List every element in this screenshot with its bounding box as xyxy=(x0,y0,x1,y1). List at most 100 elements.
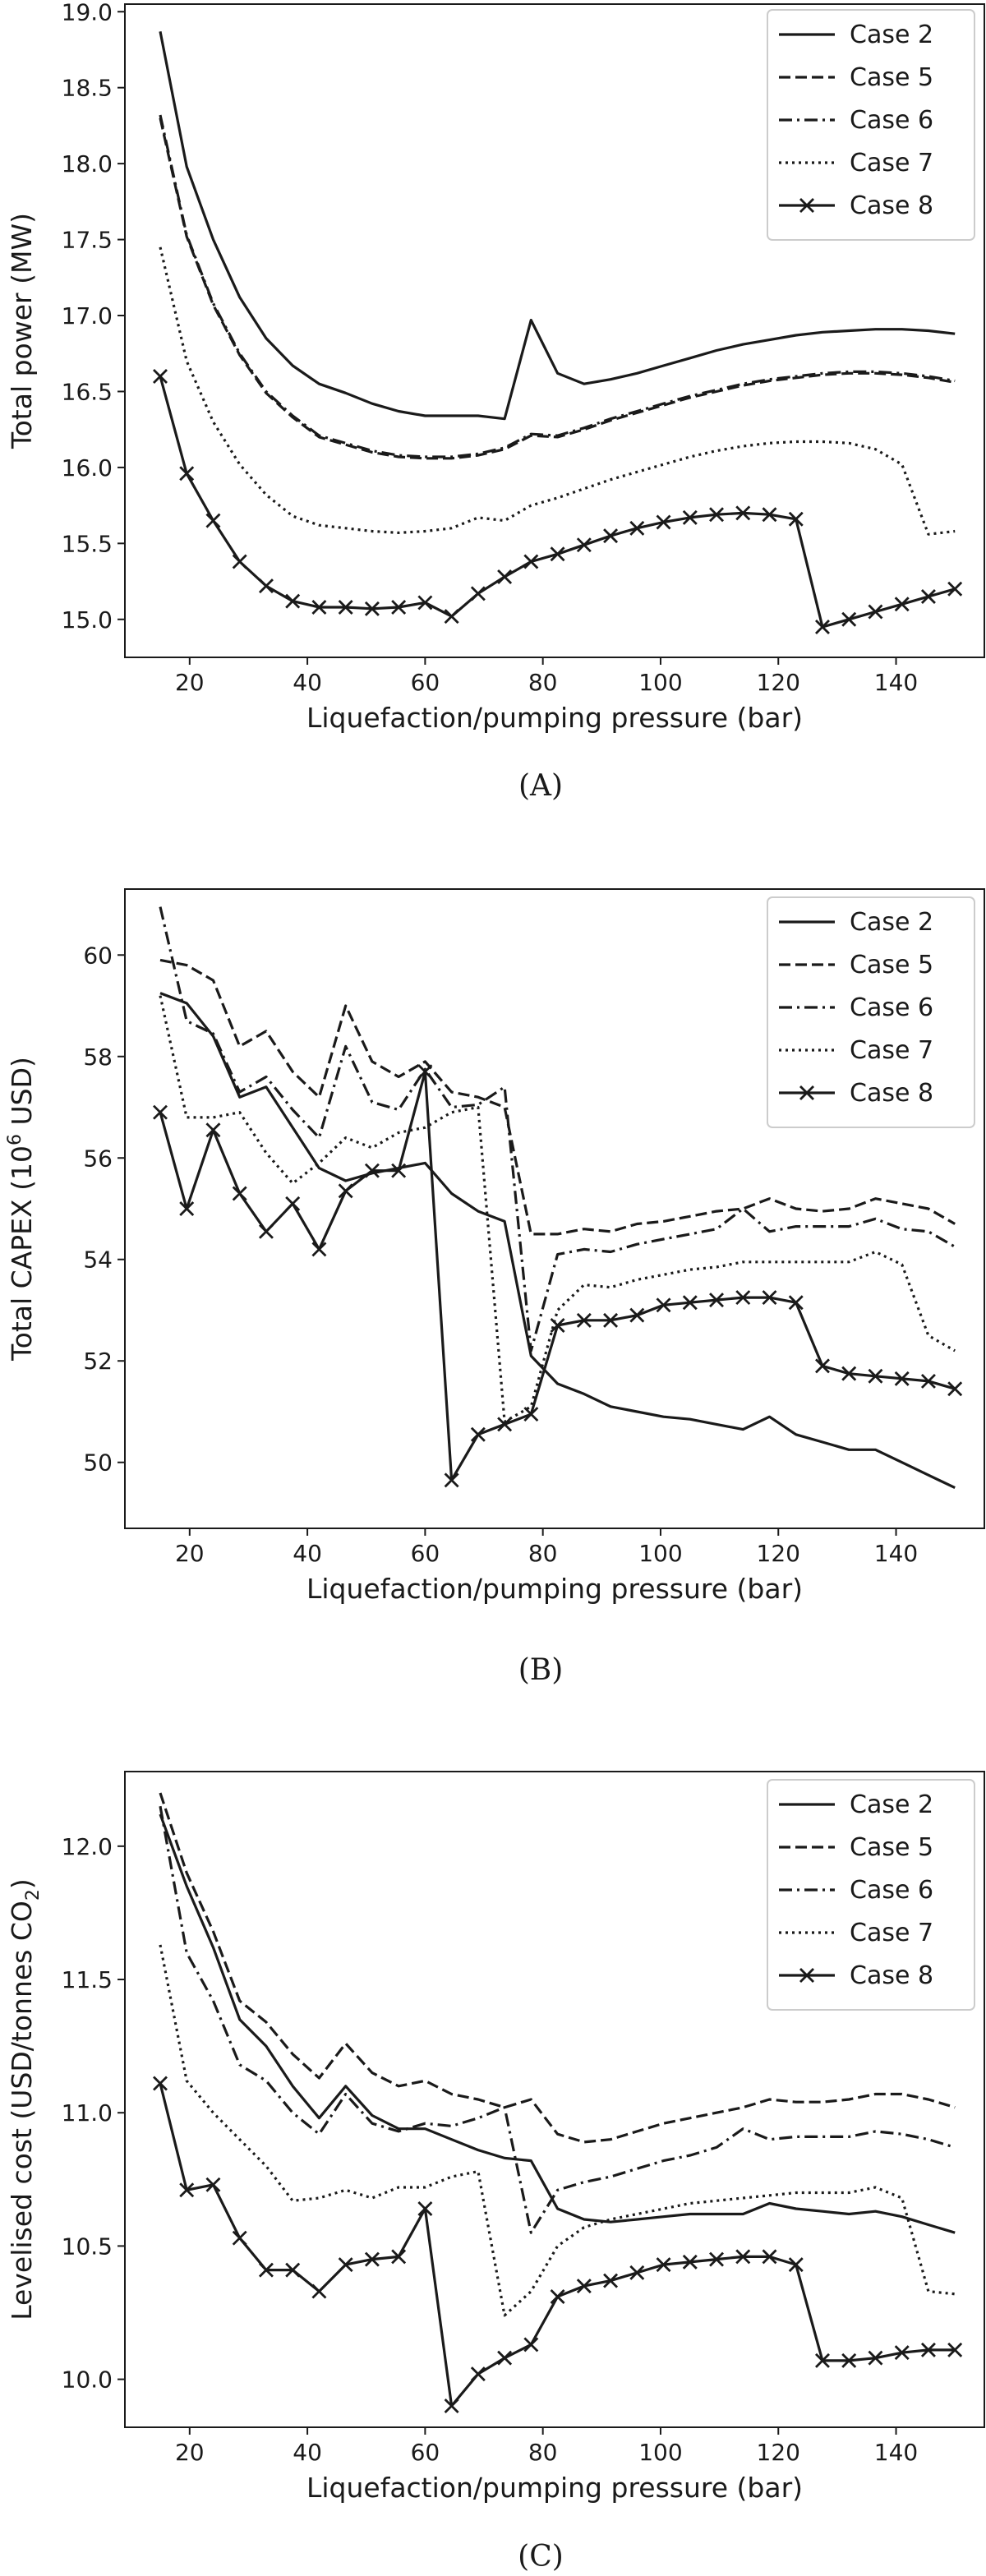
series-line-case-6 xyxy=(159,1805,956,2234)
marker-stroke xyxy=(947,1381,963,1397)
data-point-marker xyxy=(444,609,459,624)
marker-stroke xyxy=(762,1290,777,1306)
data-point-marker xyxy=(550,2289,565,2305)
marker-stroke xyxy=(497,2350,513,2366)
x-tick-label: 40 xyxy=(293,2439,322,2466)
marker-stroke xyxy=(391,599,407,615)
series-line-case-6 xyxy=(159,906,956,1353)
y-tick-label: 18.0 xyxy=(62,150,113,177)
marker-stroke xyxy=(285,1196,301,1211)
data-point-marker xyxy=(868,1368,883,1384)
x-tick-label: 60 xyxy=(411,669,440,696)
x-tick-label: 140 xyxy=(874,669,918,696)
y-tick-label: 10.5 xyxy=(62,2233,113,2260)
data-point-marker xyxy=(947,2342,963,2357)
marker-stroke xyxy=(470,586,486,601)
marker-stroke xyxy=(417,1064,433,1080)
x-tick-label: 60 xyxy=(411,1540,440,1567)
x-tick-label: 40 xyxy=(293,669,322,696)
x-tick-label: 100 xyxy=(638,669,682,696)
marker-stroke xyxy=(338,599,353,615)
data-point-marker xyxy=(285,2262,301,2278)
marker-stroke xyxy=(656,2257,671,2273)
marker-stroke xyxy=(523,554,539,569)
marker-stroke xyxy=(920,1373,936,1389)
marker-stroke xyxy=(497,1417,513,1432)
legend-label: Case 7 xyxy=(850,149,933,177)
legend: Case 2 Case 5 Case 6 Case 7 Case 8 xyxy=(767,1779,975,2011)
y-axis-label-main: Total power (MW) xyxy=(6,213,38,449)
legend-label: Case 6 xyxy=(850,993,933,1022)
x-tick-label: 100 xyxy=(638,1540,682,1567)
legend-marker xyxy=(799,1085,814,1100)
y-tick-label: 19.0 xyxy=(62,0,113,25)
data-point-marker xyxy=(232,1186,247,1201)
y-tick-label: 11.0 xyxy=(62,2099,113,2127)
data-point-marker xyxy=(470,586,486,601)
marker-stroke xyxy=(920,589,936,605)
data-point-marker xyxy=(894,1371,910,1386)
data-point-marker xyxy=(762,2249,777,2265)
data-point-marker xyxy=(920,1373,936,1389)
marker-stroke xyxy=(868,2350,883,2366)
marker-stroke xyxy=(894,2345,910,2361)
y-tick-label: 17.0 xyxy=(62,302,113,329)
data-point-marker xyxy=(735,1290,751,1306)
marker-stroke xyxy=(417,2201,433,2216)
x-axis-label: Liquefaction/pumping pressure (bar) xyxy=(306,1573,803,1605)
marker-stroke xyxy=(762,2249,777,2265)
marker-stroke xyxy=(603,528,619,544)
series-line-case-7 xyxy=(159,1944,956,2317)
y-tick-label: 50 xyxy=(83,1449,113,1477)
marker-stroke xyxy=(232,1186,247,1201)
data-point-marker xyxy=(576,2279,592,2294)
data-point-marker xyxy=(338,599,353,615)
series-line-case-8 xyxy=(159,2083,956,2408)
series-line-case-7 xyxy=(159,247,956,536)
data-point-marker xyxy=(682,1295,698,1311)
legend-label: Case 8 xyxy=(850,1079,933,1108)
x-tick-label: 80 xyxy=(528,669,558,696)
data-point-marker xyxy=(417,595,433,611)
y-tick-label: 52 xyxy=(83,1348,113,1375)
marker-stroke xyxy=(152,1104,168,1120)
y-axis-label-subscript: 2 xyxy=(23,1889,44,1901)
data-point-marker xyxy=(841,2353,857,2368)
marker-stroke xyxy=(311,2283,327,2299)
data-point-marker xyxy=(179,466,195,482)
legend-marker xyxy=(799,198,814,213)
marker-stroke xyxy=(523,1407,539,1422)
x-tick-label: 80 xyxy=(528,2439,558,2466)
marker-stroke xyxy=(788,1295,804,1311)
legend-label: Case 5 xyxy=(850,1833,933,1862)
marker-stroke xyxy=(894,597,910,612)
x-tick-label: 120 xyxy=(757,669,800,696)
plot-frame xyxy=(124,1771,985,2428)
legend-label: Case 6 xyxy=(850,106,933,135)
chart-panel-1: 20 40 60 80 100 120 140 15.0 15.5 16.0 16.5 17.0 17.… xyxy=(6,0,985,803)
data-point-marker xyxy=(179,2182,195,2198)
y-tick-label: 15.5 xyxy=(62,530,113,557)
marker-stroke xyxy=(285,593,301,609)
marker-stroke xyxy=(603,2273,619,2288)
data-point-marker xyxy=(868,2350,883,2366)
marker-stroke xyxy=(258,1223,274,1239)
panel-caption: (C) xyxy=(518,2540,564,2574)
data-point-marker xyxy=(497,569,513,585)
legend-label: Case 8 xyxy=(850,1961,933,1990)
series-line-case-5 xyxy=(159,958,956,1236)
data-point-marker xyxy=(391,1163,407,1178)
data-point-marker xyxy=(709,1293,725,1308)
y-tick-label: 18.5 xyxy=(62,75,113,102)
data-point-marker xyxy=(576,537,592,553)
marker-stroke xyxy=(179,466,195,482)
data-point-marker xyxy=(682,2254,698,2270)
marker-stroke xyxy=(762,507,777,523)
marker-stroke xyxy=(285,2262,301,2278)
data-point-marker xyxy=(894,2345,910,2361)
series-line-case-8 xyxy=(159,1070,956,1482)
marker-stroke xyxy=(205,2177,221,2192)
marker-stroke xyxy=(444,1472,459,1488)
y-tick-label: 56 xyxy=(83,1145,113,1172)
